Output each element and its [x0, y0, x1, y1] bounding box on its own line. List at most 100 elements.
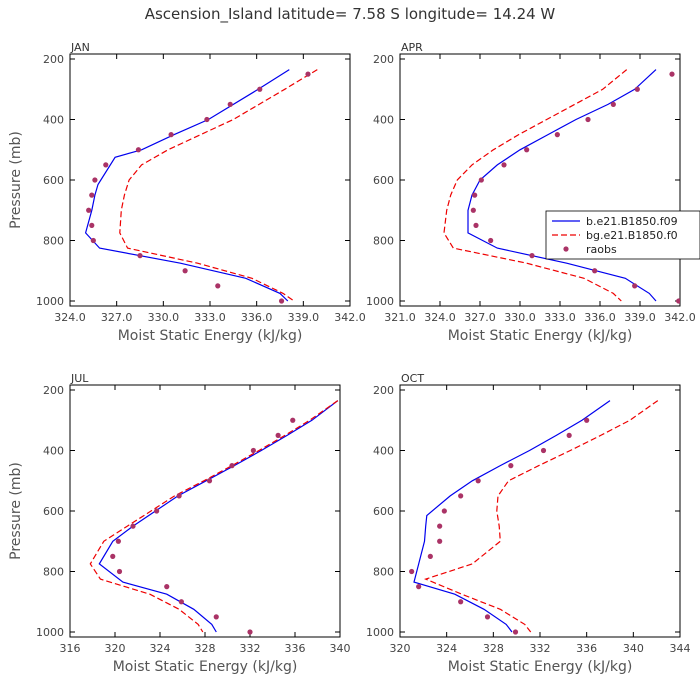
raobs-point [409, 568, 415, 575]
raobs-point [176, 493, 182, 499]
y-tick-label: 200 [43, 384, 64, 397]
y-tick-label: 200 [373, 384, 394, 397]
raobs-point [227, 101, 233, 107]
y-tick-label: 200 [43, 53, 64, 66]
y-tick-label: 600 [373, 174, 394, 187]
x-tick-label: 336.0 [584, 311, 616, 324]
raobs-point [488, 237, 494, 244]
x-tick-label: 320 [390, 642, 411, 655]
raobs-point [484, 614, 491, 620]
raobs-point [470, 207, 476, 213]
raobs-point [92, 177, 98, 183]
raobs-point [86, 207, 92, 213]
panel-title: JUL [70, 372, 89, 385]
raobs-point [164, 584, 170, 590]
raobs-point [257, 86, 263, 92]
raobs-point [501, 162, 507, 168]
raobs-point [437, 523, 443, 529]
x-tick-label: 321.0 [384, 311, 416, 324]
raobs-point [554, 132, 560, 138]
raobs-point [90, 237, 96, 244]
raobs-point [154, 508, 160, 514]
series-group [409, 400, 659, 635]
x-tick-label: 324.0 [54, 311, 86, 324]
x-axis-label: Moist Static Energy (kJ/kg) [448, 328, 633, 344]
raobs-point [472, 192, 478, 198]
y-tick-label: 600 [43, 174, 64, 187]
raobs-point [135, 147, 142, 153]
series-raobs [110, 417, 296, 635]
panel-apr: APR 321.0 324.0 327.0 330.0 333.0 336.0 339.0 34… [366, 41, 696, 344]
raobs-point [585, 116, 591, 123]
panel-oct: OCT 320 324 328 332 336 340 344 200 400 600 800 1000… [366, 372, 691, 675]
raobs-point [305, 71, 311, 77]
raobs-point [137, 253, 143, 259]
figure-title: Ascension_Island latitude= 7.58 S longit… [145, 5, 556, 24]
y-tick-label: 1000 [36, 295, 64, 308]
x-axis-label: Moist Static Energy (kJ/kg) [448, 659, 633, 675]
y-tick-label: 800 [373, 566, 394, 579]
raobs-point [275, 432, 281, 438]
panel-title: JAN [70, 41, 90, 54]
y-tick-label: 400 [43, 445, 64, 458]
plot-frame [69, 384, 341, 638]
raobs-point [250, 447, 256, 454]
raobs-point [478, 177, 484, 183]
series-line-bg-e21 [119, 69, 318, 302]
series-raobs [409, 417, 590, 635]
legend-label: b.e21.B1850.f09 [586, 215, 678, 228]
panels: JAN 324.0 327.0 330.0 333.0 336.0 339.0 342.0 20… [8, 41, 696, 675]
raobs-point [610, 101, 616, 107]
y-tick-label: 1000 [36, 626, 64, 639]
y-tick-label: 600 [373, 505, 394, 518]
raobs-point [213, 614, 219, 620]
raobs-point [247, 629, 253, 635]
raobs-point [458, 493, 464, 499]
y-tick-label: 800 [43, 235, 64, 248]
raobs-point [634, 86, 640, 92]
series-line-b-e21 [413, 400, 611, 633]
series-group [84, 69, 318, 304]
raobs-point [130, 523, 136, 529]
raobs-point [475, 478, 481, 484]
x-tick-label: 316 [60, 642, 81, 655]
y-tick-label: 800 [373, 235, 394, 248]
x-tick-label: 324 [150, 642, 171, 655]
raobs-point [540, 447, 547, 454]
y-tick-label: 800 [43, 566, 64, 579]
x-tick-label: 336 [576, 642, 597, 655]
series-line-b-e21 [84, 69, 290, 302]
plot-frame [399, 53, 681, 307]
x-tick-label: 342.0 [664, 311, 696, 324]
series-group [89, 400, 339, 635]
x-tick-label: 332 [240, 642, 261, 655]
series-raobs [470, 71, 680, 304]
raobs-point [473, 222, 479, 228]
raobs-point [182, 268, 188, 274]
x-tick-label: 327.0 [464, 311, 496, 324]
panel-title: OCT [401, 372, 424, 385]
raobs-point [512, 629, 519, 635]
raobs-point [566, 432, 572, 438]
panel-jul: JUL 316 320 324 328 332 336 340 200 400 600 800 1000… [8, 372, 351, 675]
raobs-point [524, 147, 530, 153]
x-tick-label: 328 [195, 642, 216, 655]
x-tick-label: 330.0 [504, 311, 536, 324]
x-tick-label: 333.0 [194, 311, 226, 324]
x-tick-label: 340 [623, 642, 644, 655]
x-tick-label: 340 [330, 642, 351, 655]
raobs-point [584, 417, 590, 423]
x-tick-label: 344 [670, 642, 691, 655]
series-line-bg-e21 [89, 400, 339, 633]
raobs-point [290, 417, 296, 423]
raobs-point [458, 599, 464, 605]
raobs-point [669, 71, 675, 77]
x-axis-label: Moist Static Energy (kJ/kg) [113, 659, 298, 675]
raobs-point [168, 132, 174, 138]
series-line-bg-e21 [443, 69, 628, 302]
raobs-point [103, 162, 109, 168]
raobs-point [89, 222, 95, 228]
raobs-point [229, 463, 235, 469]
